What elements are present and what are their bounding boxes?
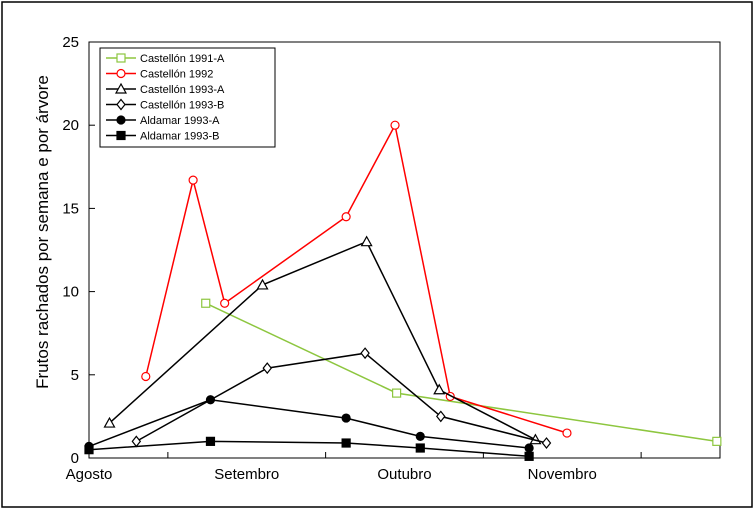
legend-marker [116, 98, 126, 111]
data-point-1 [188, 175, 198, 185]
data-point-2 [360, 235, 373, 247]
data-point-4 [524, 443, 534, 453]
data-point-5 [341, 438, 351, 448]
data-point-4 [415, 431, 425, 441]
y-tick-label: 5 [71, 367, 79, 384]
x-tick-label: Novembro [528, 466, 597, 483]
data-point-3 [360, 347, 370, 360]
legend-label: Castellón 1993-B [140, 100, 224, 112]
data-point-4 [341, 413, 351, 423]
plot-area: 0 5 10 15 20 25 Agosto Setembro Outubro Novembro C… [62, 34, 722, 483]
y-tick-label: 15 [62, 200, 79, 217]
y-tick-label: 0 [71, 450, 79, 467]
data-point-5 [524, 451, 534, 461]
legend-marker [116, 130, 126, 141]
x-tick-label: Outubro [377, 466, 431, 483]
data-point-2 [433, 383, 446, 395]
y-tick-label: 25 [62, 34, 79, 51]
data-point-3 [436, 410, 446, 423]
plot-frame [88, 41, 721, 459]
data-point-3 [541, 437, 552, 449]
y-tick-label: 20 [62, 117, 79, 134]
data-point-1 [341, 212, 351, 222]
legend-label: Castellón 1993-A [140, 84, 225, 96]
data-point-0 [201, 298, 211, 308]
x-tick-label: Setembro [214, 466, 279, 483]
y-axis-title: Frutos rachados por semana e por árvore [33, 75, 52, 389]
legend-marker [116, 53, 126, 63]
legend-marker [116, 115, 126, 125]
data-point-1 [390, 120, 400, 130]
data-point-1 [562, 428, 572, 438]
legend-label: Castellón 1991-A [140, 53, 225, 65]
data-point-0 [712, 436, 722, 446]
legend-marker [116, 68, 126, 79]
data-point-0 [392, 388, 402, 398]
x-tick-label: Agosto [66, 466, 113, 483]
legend-box [99, 47, 276, 148]
data-point-2 [256, 278, 269, 290]
data-point-2 [103, 416, 116, 428]
data-point-1 [141, 371, 151, 382]
data-point-5 [415, 443, 425, 453]
data-point-4 [205, 395, 216, 405]
data-point-1 [220, 298, 230, 308]
data-point-5 [84, 445, 94, 455]
legend-label: Castellón 1992 [140, 69, 213, 81]
y-tick-label: 10 [62, 284, 79, 301]
legend-label: Aldamar 1993-A [140, 115, 220, 127]
data-point-3 [262, 362, 273, 375]
legend-label: Aldamar 1993-B [140, 131, 220, 143]
data-point-5 [205, 436, 216, 446]
legend-marker [114, 82, 128, 94]
